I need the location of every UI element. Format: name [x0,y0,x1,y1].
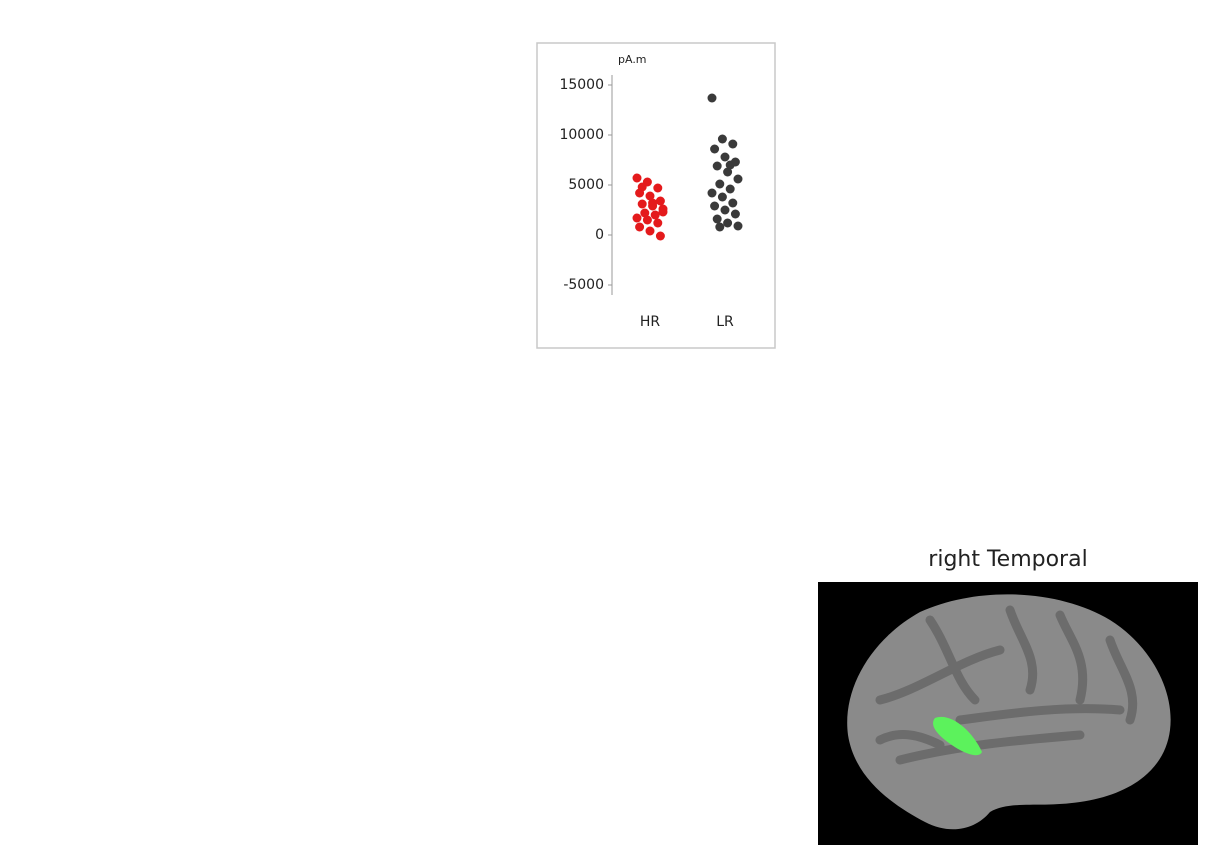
inset-point [725,184,735,194]
inset-point [658,207,668,217]
inset-x-tick-label: HR [640,314,661,330]
inset-point [645,191,655,201]
inset-point [642,215,652,225]
inset-y-tick-label: 0 [595,227,604,243]
inset-point [650,210,660,220]
inset-point [712,161,722,171]
inset-point [632,213,642,223]
inset-y-tick-label: 10000 [559,127,604,143]
inset-point [640,208,650,218]
inset-point [723,218,733,228]
inset-point [655,231,665,241]
inset-point [730,209,740,219]
inset-point [725,160,735,170]
inset-point [653,183,663,193]
inset-point [637,182,647,192]
inset-point [632,173,642,183]
inset-point [707,188,717,198]
inset-point [715,179,725,189]
inset-point [648,198,658,208]
inset-point [720,152,730,162]
inset-y-tick-label: 5000 [568,177,604,193]
inset-chart: pA.m -5000 0 5000 10000 15000 HR LR [536,42,776,349]
inset-point [717,192,727,202]
inset-point [645,226,655,236]
inset-point [723,167,733,177]
inset-point [728,139,738,149]
brain-panel: right Temporal [818,547,1198,845]
inset-point [717,134,727,144]
inset-point [712,214,722,224]
inset-point [637,199,647,209]
brain-title: right Temporal [928,547,1087,572]
inset-point [655,196,665,206]
inset-point [720,205,730,215]
inset-point [733,174,743,184]
inset-point [715,222,725,232]
inset-point [707,93,717,103]
brain-region [933,716,982,756]
inset-frame [536,42,776,349]
inset-point [653,218,663,228]
inset-point [728,198,738,208]
inset-y-label: pA.m [618,53,647,66]
brain-sulci [875,605,1138,765]
inset-y-tick-label: -5000 [563,277,604,293]
inset-x-tick-label: LR [716,314,734,330]
inset-point [710,144,720,154]
inset-y-tick-label: 15000 [559,77,604,93]
inset-point [710,201,720,211]
inset-point [635,222,645,232]
inset-point [733,221,743,231]
